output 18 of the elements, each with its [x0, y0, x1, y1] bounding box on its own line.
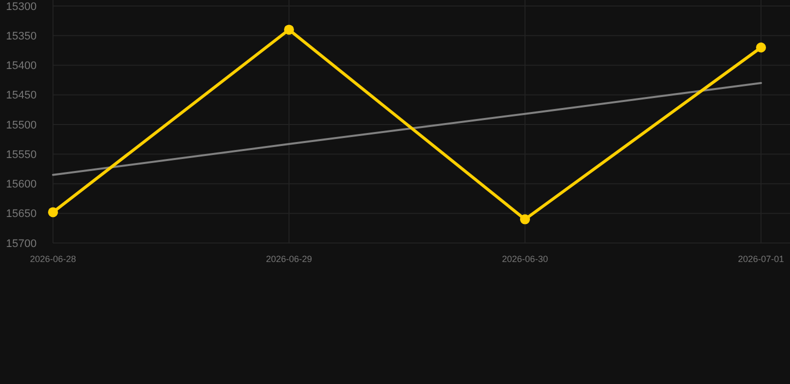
point [520, 214, 530, 224]
y-tick-label: 15600 [6, 178, 37, 191]
y-tick-label: 15700 [6, 238, 37, 250]
y-tick-label: 15300 [6, 0, 37, 13]
x-tick-label: 2026-06-29 [266, 254, 312, 264]
point [48, 207, 58, 218]
y-tick-label: 15500 [6, 119, 37, 132]
point [756, 42, 766, 52]
y-tick-label: 15650 [6, 208, 37, 220]
x-tick-label: 2026-06-28 [30, 254, 76, 264]
line-series [52, 82, 762, 176]
y-tick-label: 15350 [6, 30, 37, 42]
point [284, 24, 294, 35]
y-tick-label: 15400 [6, 60, 37, 72]
x-tick-label: 2026-06-30 [502, 254, 548, 264]
y-tick-label: 15450 [6, 90, 37, 102]
x-tick-label: 2026-07-01 [738, 254, 784, 264]
y-tick-label: 15550 [6, 148, 37, 161]
